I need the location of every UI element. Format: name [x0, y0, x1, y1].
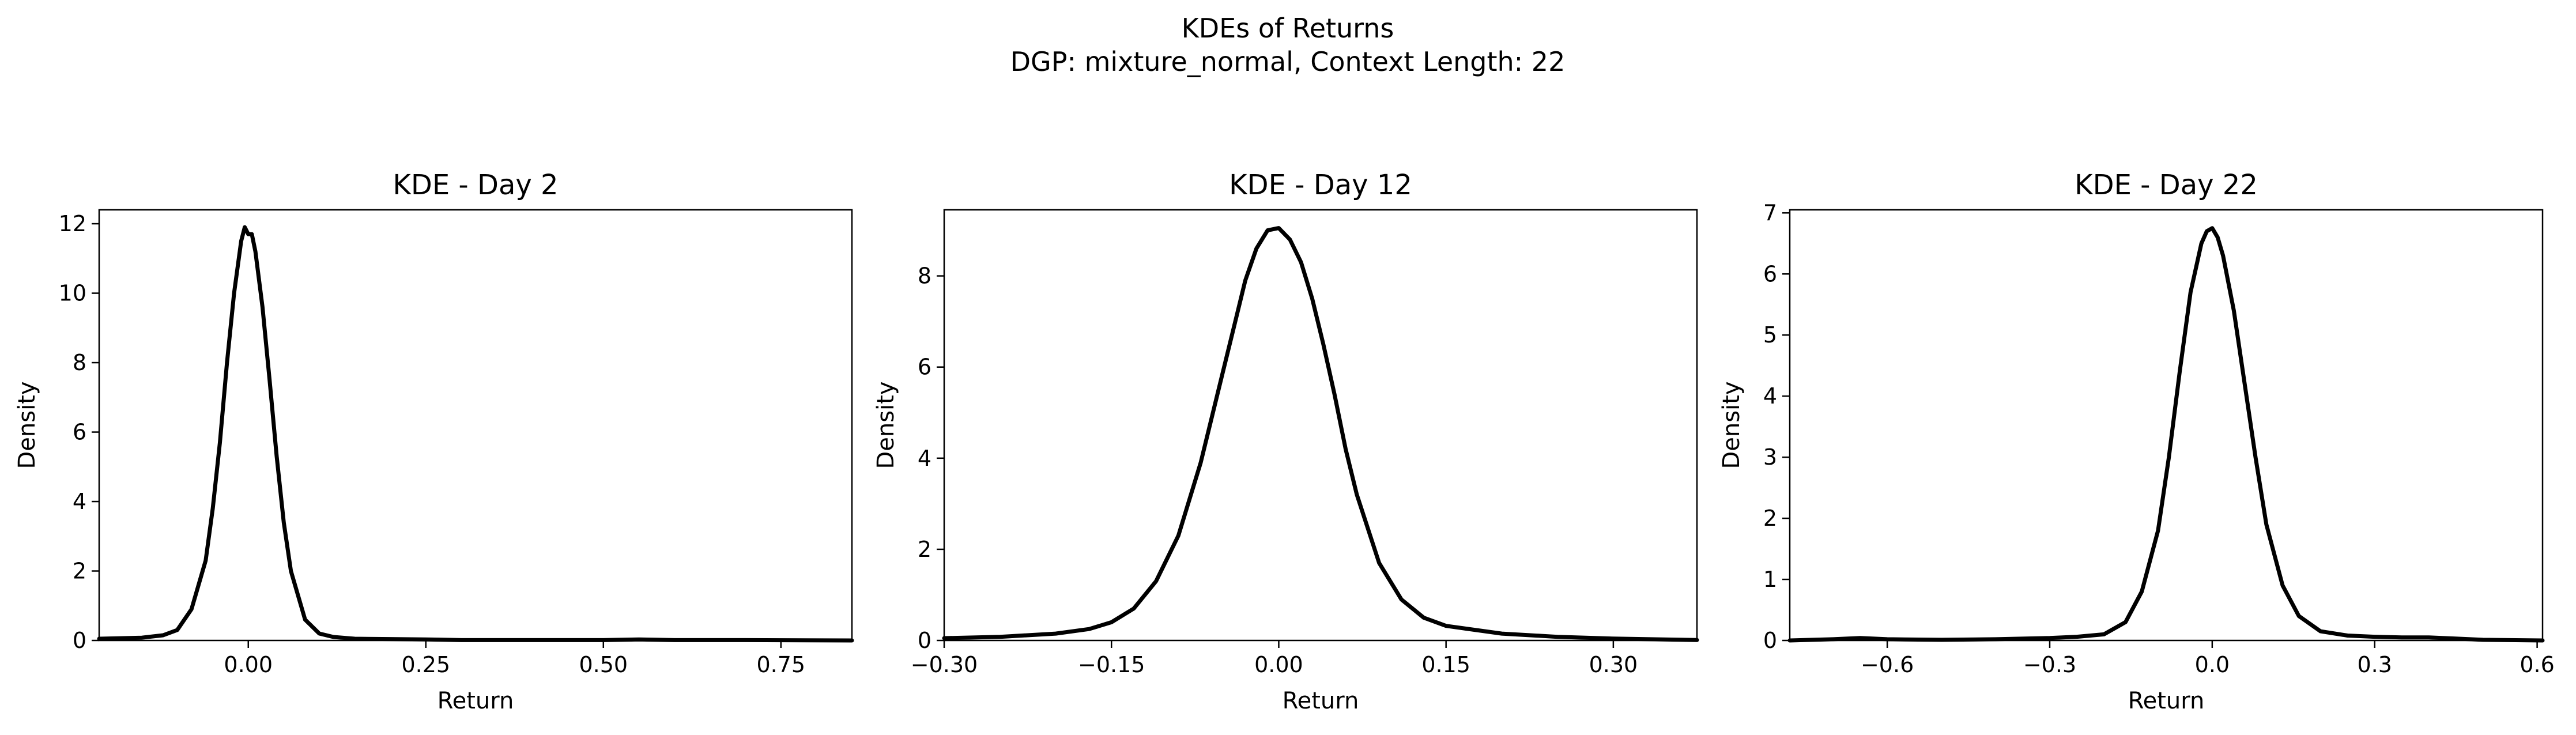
x-tick-label: 0.30	[1589, 652, 1638, 677]
x-tick-label: 0.3	[2358, 652, 2392, 677]
subplot-1: 0.00 0.25 0.50 0.75 0 2 4 6 8 10 12 KDE - Day 2 Retu…	[14, 169, 854, 714]
y-tick-label: 2	[1763, 506, 1777, 531]
y-tick-label: 8	[73, 350, 86, 375]
x-tick-label: 0.6	[2520, 652, 2554, 677]
y-tick-label: 12	[59, 211, 86, 236]
figure-title: KDEs of Returns	[1182, 13, 1394, 44]
x-tick-label: −0.6	[1861, 652, 1914, 677]
y-tick-label: 10	[59, 281, 86, 306]
subplot-title: KDE - Day 2	[393, 169, 558, 201]
kde-line	[942, 226, 1699, 642]
y-tick-label: 6	[918, 355, 931, 380]
y-tick-label: 1	[1763, 567, 1777, 592]
x-tick-label: −0.30	[911, 652, 978, 677]
x-axis-label: Return	[2128, 688, 2205, 714]
x-axis-label: Return	[437, 688, 514, 714]
y-tick-label: 0	[1763, 628, 1777, 653]
kde-line	[97, 225, 854, 643]
x-tick-label: 0.15	[1421, 652, 1470, 677]
y-tick-label: 8	[918, 263, 931, 289]
y-axis-label: Density	[1718, 381, 1745, 469]
y-tick-label: 2	[73, 559, 86, 584]
y-tick-label: 0	[918, 628, 931, 653]
y-tick-label: 7	[1763, 200, 1777, 225]
y-tick-label: 4	[918, 446, 931, 471]
x-tick-label: 0.50	[579, 652, 628, 677]
x-tick-label: 0.25	[401, 652, 450, 677]
y-tick-label: 0	[73, 628, 86, 653]
x-tick-label: 0.75	[756, 652, 805, 677]
axes-frame	[1789, 209, 2544, 642]
y-axis-label: Density	[873, 381, 899, 469]
y-axis-label: Density	[14, 381, 40, 469]
subplot-title: KDE - Day 12	[1229, 169, 1412, 201]
x-tick-label: 0.00	[224, 652, 273, 677]
y-tick-label: 6	[1763, 261, 1777, 287]
subplot-2: −0.30 −0.15 0.00 0.15 0.30 0 2 4 6 8 KDE - Day 12 R…	[873, 169, 1699, 714]
x-tick-label: 0.00	[1254, 652, 1303, 677]
subplot-3: −0.6 −0.3 0.0 0.3 0.6 0 1 2 3 4 5 6 7 KDE - Day 22 Ret…	[1718, 169, 2555, 714]
axes-frame	[943, 209, 1698, 642]
y-tick-label: 4	[73, 489, 86, 514]
x-tick-label: −0.3	[2023, 652, 2076, 677]
figure-subtitle: DGP: mixture_normal, Context Length: 22	[1010, 46, 1566, 77]
y-tick-label: 4	[1763, 383, 1777, 409]
x-tick-label: −0.15	[1078, 652, 1145, 677]
x-tick-label: 0.0	[2195, 652, 2230, 677]
kde-line	[1787, 226, 2545, 643]
subplot-title: KDE - Day 22	[2075, 169, 2258, 201]
y-tick-label: 6	[73, 420, 86, 445]
x-axis-label: Return	[1283, 688, 1359, 714]
axes-frame	[98, 209, 853, 642]
y-tick-label: 5	[1763, 322, 1777, 348]
y-tick-label: 2	[918, 537, 931, 562]
y-tick-label: 3	[1763, 444, 1777, 470]
